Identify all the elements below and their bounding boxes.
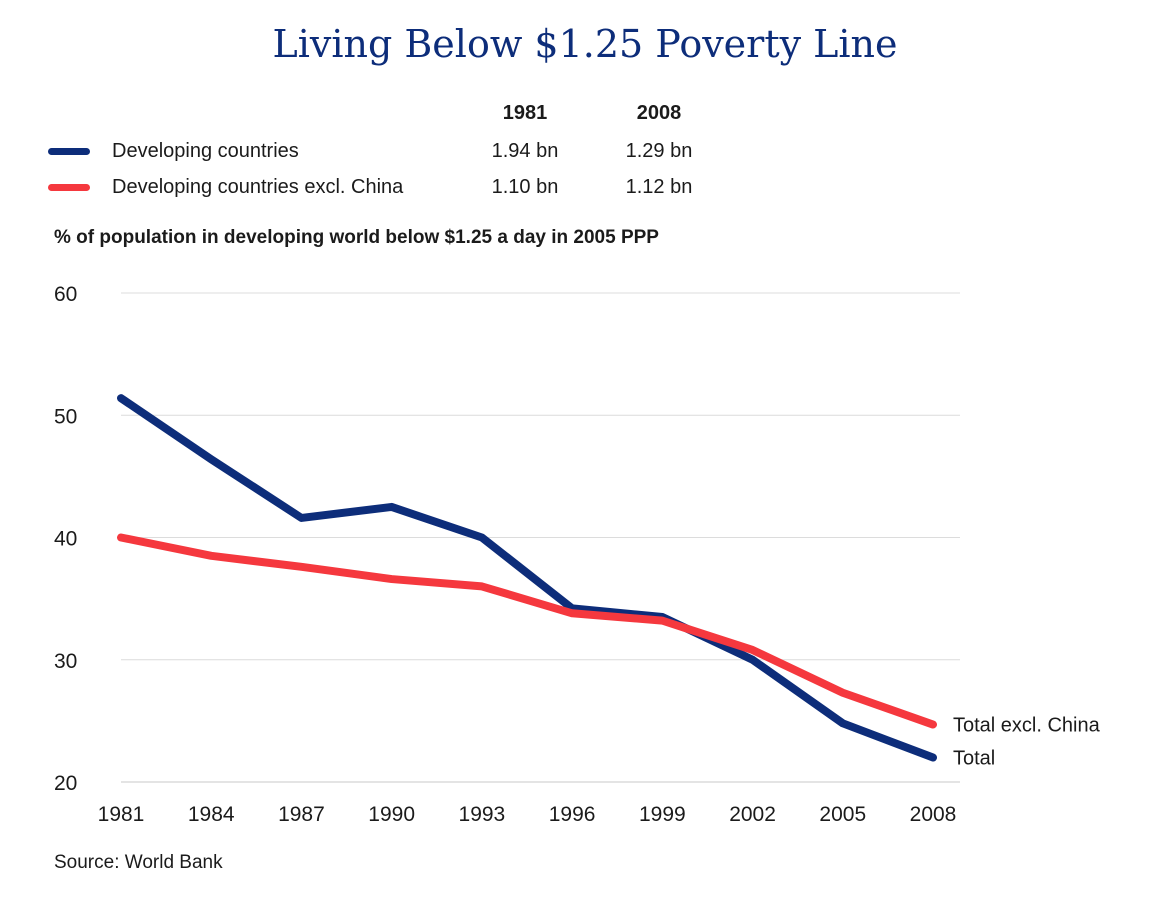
series-end-label-total: Total <box>953 748 995 770</box>
data-point-total-1987 <box>300 517 302 519</box>
x-tick-label-1987: 1987 <box>278 803 325 826</box>
x-tick-label-2002: 2002 <box>729 803 776 826</box>
data-point-total-2005 <box>842 722 844 724</box>
data-point-total-excl-china-1996 <box>571 612 573 614</box>
data-point-total-1993 <box>481 537 483 538</box>
x-tick-label-2008: 2008 <box>910 803 957 826</box>
data-point-total-excl-china-1987 <box>300 566 302 568</box>
series-lines <box>117 394 937 762</box>
data-point-total-excl-china-1999 <box>661 620 663 622</box>
series-end-label-total-excl-china: Total excl. China <box>953 715 1101 737</box>
x-tick-label-1990: 1990 <box>368 803 415 826</box>
y-tick-label-30: 30 <box>54 650 77 673</box>
legend-label-excl-china: Developing countries excl. China <box>112 176 404 198</box>
x-axis-ticks: 1981 1984 1987 1990 1993 1996 1999 2002 2005 2008 <box>98 803 957 826</box>
data-point-total-1984 <box>210 458 212 460</box>
x-tick-label-1984: 1984 <box>188 803 235 826</box>
chart-subtitle: % of population in developing world belo… <box>54 227 659 248</box>
legend-value-developing-1981: 1.94 bn <box>491 140 559 162</box>
data-point-total-1996 <box>571 607 573 609</box>
legend-row-excl-china: Developing countries excl. China 1.10 bn… <box>0 174 1170 204</box>
data-point-total-2008 <box>932 757 934 759</box>
legend-column-header-1981: 1981 <box>502 102 548 124</box>
data-point-total-excl-china-1981 <box>120 537 122 538</box>
data-point-total-1990 <box>391 506 393 508</box>
data-point-total-excl-china-1993 <box>481 585 483 587</box>
legend-column-header-2008: 2008 <box>636 102 682 124</box>
data-point-total-excl-china-1984 <box>210 555 212 557</box>
legend-swatch-developing <box>48 148 90 155</box>
y-tick-label-50: 50 <box>54 405 77 428</box>
legend-swatch-excl-china <box>48 184 90 191</box>
series-end-labels: Total Total excl. China <box>953 715 1101 770</box>
data-point-total-1981 <box>120 397 122 399</box>
y-tick-label-40: 40 <box>54 528 77 551</box>
legend-row-developing: Developing countries 1.94 bn 1.29 bn <box>0 138 1170 168</box>
x-tick-label-1993: 1993 <box>459 803 506 826</box>
legend-value-developing-2008: 1.29 bn <box>625 140 693 162</box>
legend-table: 1981 2008 Developing countries 1.94 bn 1… <box>0 0 1170 220</box>
legend-value-excl-china-2008: 1.12 bn <box>625 176 693 198</box>
series-line-total-excl-china <box>117 533 937 729</box>
data-point-total-excl-china-1990 <box>391 578 393 580</box>
x-tick-label-1999: 1999 <box>639 803 686 826</box>
x-tick-label-2005: 2005 <box>819 803 866 826</box>
data-point-total-excl-china-2002 <box>752 649 754 651</box>
x-tick-label-1981: 1981 <box>98 803 145 826</box>
y-tick-label-60: 60 <box>54 283 77 306</box>
data-point-total-excl-china-2008 <box>932 724 934 726</box>
data-point-total-2002 <box>752 659 754 661</box>
source-note: Source: World Bank <box>54 852 223 873</box>
chart-title: Living Below $1.25 Poverty Line <box>272 22 898 66</box>
legend-label-developing: Developing countries <box>112 140 299 162</box>
y-axis-ticks: 20 30 40 50 60 <box>54 283 77 795</box>
series-line-total <box>117 394 937 762</box>
y-tick-label-20: 20 <box>54 772 77 795</box>
x-tick-label-1996: 1996 <box>549 803 596 826</box>
data-point-total-excl-china-2005 <box>842 692 844 694</box>
gridlines <box>121 292 960 783</box>
legend-value-excl-china-1981: 1.10 bn <box>491 176 559 198</box>
